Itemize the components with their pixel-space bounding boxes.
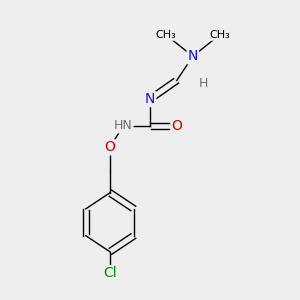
Text: HN: HN [114, 119, 133, 132]
Text: O: O [104, 140, 115, 154]
Text: CH₃: CH₃ [209, 30, 230, 40]
Text: Cl: Cl [103, 266, 117, 280]
Text: H: H [199, 76, 208, 90]
Text: N: N [145, 92, 155, 106]
Text: O: O [171, 119, 182, 133]
Text: N: N [188, 49, 198, 63]
Text: CH₃: CH₃ [156, 30, 176, 40]
